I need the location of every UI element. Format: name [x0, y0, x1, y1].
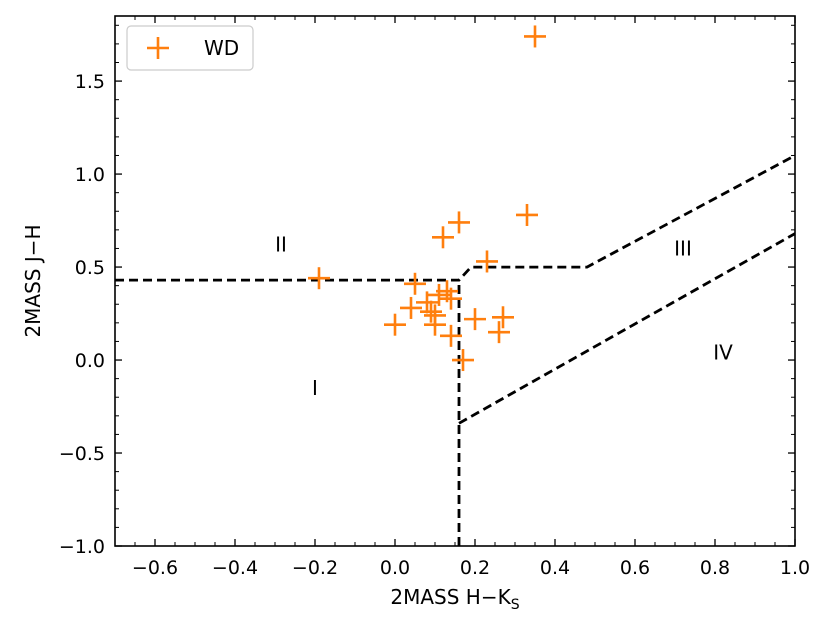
- data-point: [416, 291, 438, 314]
- data-point: [384, 313, 406, 336]
- y-axis-label: 2MASS J−H: [21, 224, 45, 337]
- y-tick-label: 0.0: [75, 350, 105, 372]
- data-point: [308, 267, 330, 290]
- data-point: [464, 308, 486, 331]
- region-label-IV: IV: [713, 341, 733, 365]
- x-tick-label: 0.6: [620, 557, 650, 579]
- axis-ticks: −0.6 −0.4 −0.2 0.0 0.2 0.4 0.6 0.8 1.0 −1.0 −0.5 0.…: [59, 16, 810, 579]
- boundary-lines: [115, 154, 796, 546]
- data-point: [452, 349, 474, 372]
- data-point: [492, 306, 514, 329]
- y-tick-label: 0.5: [75, 257, 105, 279]
- data-point: [488, 321, 510, 344]
- legend-marker-plus-icon: [147, 37, 169, 59]
- region-label-I: I: [312, 376, 318, 400]
- legend-label: WD: [204, 36, 239, 60]
- data-point: [440, 287, 462, 310]
- data-points: [308, 25, 546, 372]
- data-point: [448, 211, 470, 234]
- x-axis-label-main: 2MASS H−K: [390, 585, 511, 609]
- data-point: [424, 313, 446, 336]
- x-tick-label: −0.2: [292, 557, 338, 579]
- y-tick-label: −0.5: [59, 443, 105, 465]
- boundary-line-I-II-border: [115, 154, 796, 282]
- data-point: [524, 25, 546, 48]
- data-point: [420, 300, 442, 323]
- x-tick-label: 0.4: [540, 557, 570, 579]
- data-point: [432, 226, 454, 249]
- data-point: [428, 283, 450, 306]
- data-point: [404, 272, 426, 295]
- x-tick-label: −0.4: [212, 557, 258, 579]
- x-tick-label: 1.0: [780, 557, 810, 579]
- x-tick-label: 0.2: [460, 557, 490, 579]
- x-tick-label: 0.8: [700, 557, 730, 579]
- region-label-III: III: [674, 236, 692, 260]
- data-point: [476, 250, 498, 273]
- legend: WD: [126, 25, 254, 71]
- boundary-line-III-IV-border: [458, 232, 796, 425]
- y-tick-label: 1.5: [75, 71, 105, 93]
- region-label-II: II: [275, 233, 287, 257]
- x-tick-label: −0.6: [132, 557, 178, 579]
- x-tick-label: 0.0: [380, 557, 410, 579]
- data-point: [440, 324, 462, 347]
- x-axis-label-subscript: S: [511, 597, 520, 613]
- y-tick-label: −1.0: [59, 536, 105, 558]
- x-axis-label: 2MASS H−KS: [390, 585, 519, 613]
- data-point: [400, 296, 422, 319]
- data-point: [516, 203, 538, 226]
- y-tick-label: 1.0: [75, 164, 105, 186]
- plot-frame: [114, 15, 796, 547]
